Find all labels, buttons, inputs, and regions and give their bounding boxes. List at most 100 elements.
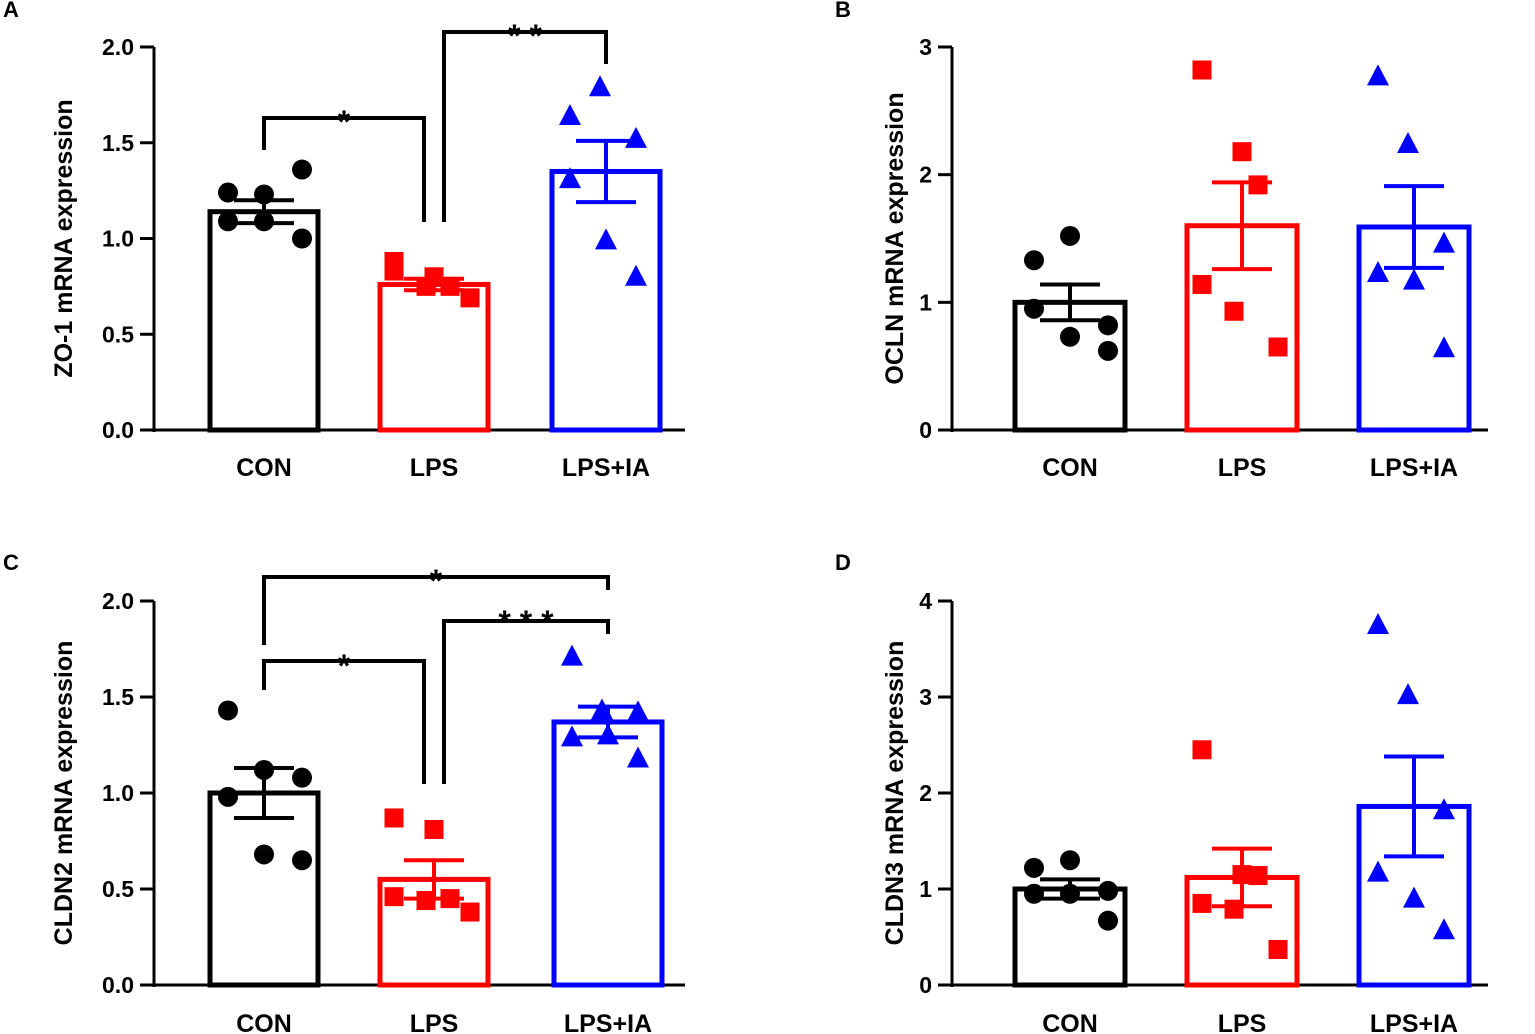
data-point <box>559 167 581 189</box>
data-point <box>384 887 404 907</box>
panel-b: B 0 1 2 3 OCLN mRNA expression CON LPS LPS+IA <box>835 0 1488 482</box>
data-point <box>1268 939 1288 959</box>
data-point <box>559 103 581 125</box>
data-point <box>1367 613 1389 634</box>
y-tick-label: 0 <box>919 417 932 443</box>
data-point <box>1192 893 1212 913</box>
data-point <box>1403 268 1425 290</box>
data-point <box>292 850 312 871</box>
data-point <box>460 288 480 308</box>
data-point <box>1060 326 1080 347</box>
data-point <box>561 725 583 747</box>
data-point <box>597 723 619 745</box>
data-point <box>1397 132 1419 154</box>
significance-label: * * <box>508 18 542 54</box>
x-category-label: LPS <box>410 1010 459 1034</box>
data-point <box>1367 860 1389 882</box>
x-category-label: LPS <box>1218 1010 1267 1034</box>
data-point <box>1060 225 1080 246</box>
data-point <box>589 75 611 97</box>
panel-c: C 0.0 0.5 1.0 1.5 2.0 CLDN2 mRNA expression CON… <box>3 550 685 1034</box>
significance-bracket <box>442 619 610 784</box>
x-category-label: LPS <box>410 454 459 482</box>
y-tick-label: 1.5 <box>102 684 134 710</box>
data-point <box>1397 683 1419 705</box>
y-tick-label: 1 <box>919 876 932 902</box>
data-point <box>1024 857 1044 878</box>
y-axis-label: OCLN mRNA expression <box>881 92 909 384</box>
panel-d: D 0 1 2 3 4 CLDN3 mRNA expression CON LPS LPS+IA <box>835 550 1488 1034</box>
data-point <box>1224 301 1244 321</box>
data-point <box>218 182 238 203</box>
data-point <box>440 889 460 909</box>
bar-lps-plus-ia <box>549 168 663 433</box>
data-point <box>1192 60 1212 80</box>
data-point <box>1192 740 1212 760</box>
data-point <box>416 276 436 296</box>
data-point <box>1192 274 1212 294</box>
data-point <box>384 251 404 271</box>
y-axis-label: CLDN2 mRNA expression <box>50 641 78 946</box>
data-point <box>218 786 238 807</box>
x-category-label: CON <box>1042 454 1098 482</box>
y-tick-label: 2.0 <box>102 588 134 614</box>
x-category-label: CON <box>1042 1010 1098 1034</box>
data-point <box>292 767 312 788</box>
data-point <box>424 819 444 839</box>
data-point <box>1433 798 1455 820</box>
y-axis-label: CLDN3 mRNA expression <box>881 641 909 946</box>
significance-bracket <box>262 659 426 784</box>
x-category-label: LPS+IA <box>1370 454 1458 482</box>
data-point <box>1060 850 1080 871</box>
y-tick-label: 3 <box>919 684 932 710</box>
y-axis-label: ZO-1 mRNA expression <box>50 99 78 377</box>
bar-con <box>1012 886 1128 988</box>
y-tick-label: 3 <box>919 34 932 60</box>
x-category-label: LPS+IA <box>1370 1010 1458 1034</box>
panel-a: A 0.0 0.5 1.0 1.5 2.0 ZO-1 mRNA expression CON L… <box>3 0 685 482</box>
data-point <box>1433 918 1455 940</box>
y-tick-label: 2 <box>919 162 932 188</box>
data-point <box>1433 336 1455 358</box>
data-point <box>384 808 404 828</box>
data-point <box>1224 899 1244 919</box>
data-point <box>254 211 274 232</box>
significance-bracket <box>262 575 610 645</box>
data-point <box>1098 910 1118 931</box>
data-point <box>292 228 312 249</box>
data-point <box>1024 883 1044 904</box>
data-point <box>561 644 583 666</box>
x-category-label: CON <box>236 1010 292 1034</box>
data-point <box>416 891 436 911</box>
data-point <box>625 126 647 148</box>
data-point <box>1403 886 1425 908</box>
data-point <box>1024 250 1044 271</box>
panel-letter: C <box>3 550 19 575</box>
data-point <box>1268 337 1288 357</box>
panel-letter: D <box>835 550 851 575</box>
data-point <box>1098 315 1118 336</box>
significance-label: * <box>430 563 443 599</box>
y-tick-label: 1.0 <box>102 780 134 806</box>
x-category-label: LPS+IA <box>564 1010 652 1034</box>
y-tick-label: 0.5 <box>102 321 134 347</box>
data-point <box>218 700 238 721</box>
significance-bracket <box>442 30 608 222</box>
data-point <box>1367 260 1389 282</box>
y-tick-label: 0 <box>919 972 932 998</box>
data-point <box>254 844 274 865</box>
y-tick-label: 0.0 <box>102 972 134 998</box>
data-point <box>460 902 480 922</box>
data-point <box>1367 64 1389 86</box>
data-point <box>1433 231 1455 253</box>
data-point <box>218 211 238 232</box>
x-category-label: LPS+IA <box>562 454 650 482</box>
data-point <box>1248 866 1268 886</box>
data-point <box>591 698 613 720</box>
data-point <box>1098 880 1118 901</box>
significance-label: * <box>338 648 351 684</box>
x-category-label: CON <box>236 454 292 482</box>
x-category-label: LPS <box>1218 454 1267 482</box>
data-point <box>1098 340 1118 361</box>
